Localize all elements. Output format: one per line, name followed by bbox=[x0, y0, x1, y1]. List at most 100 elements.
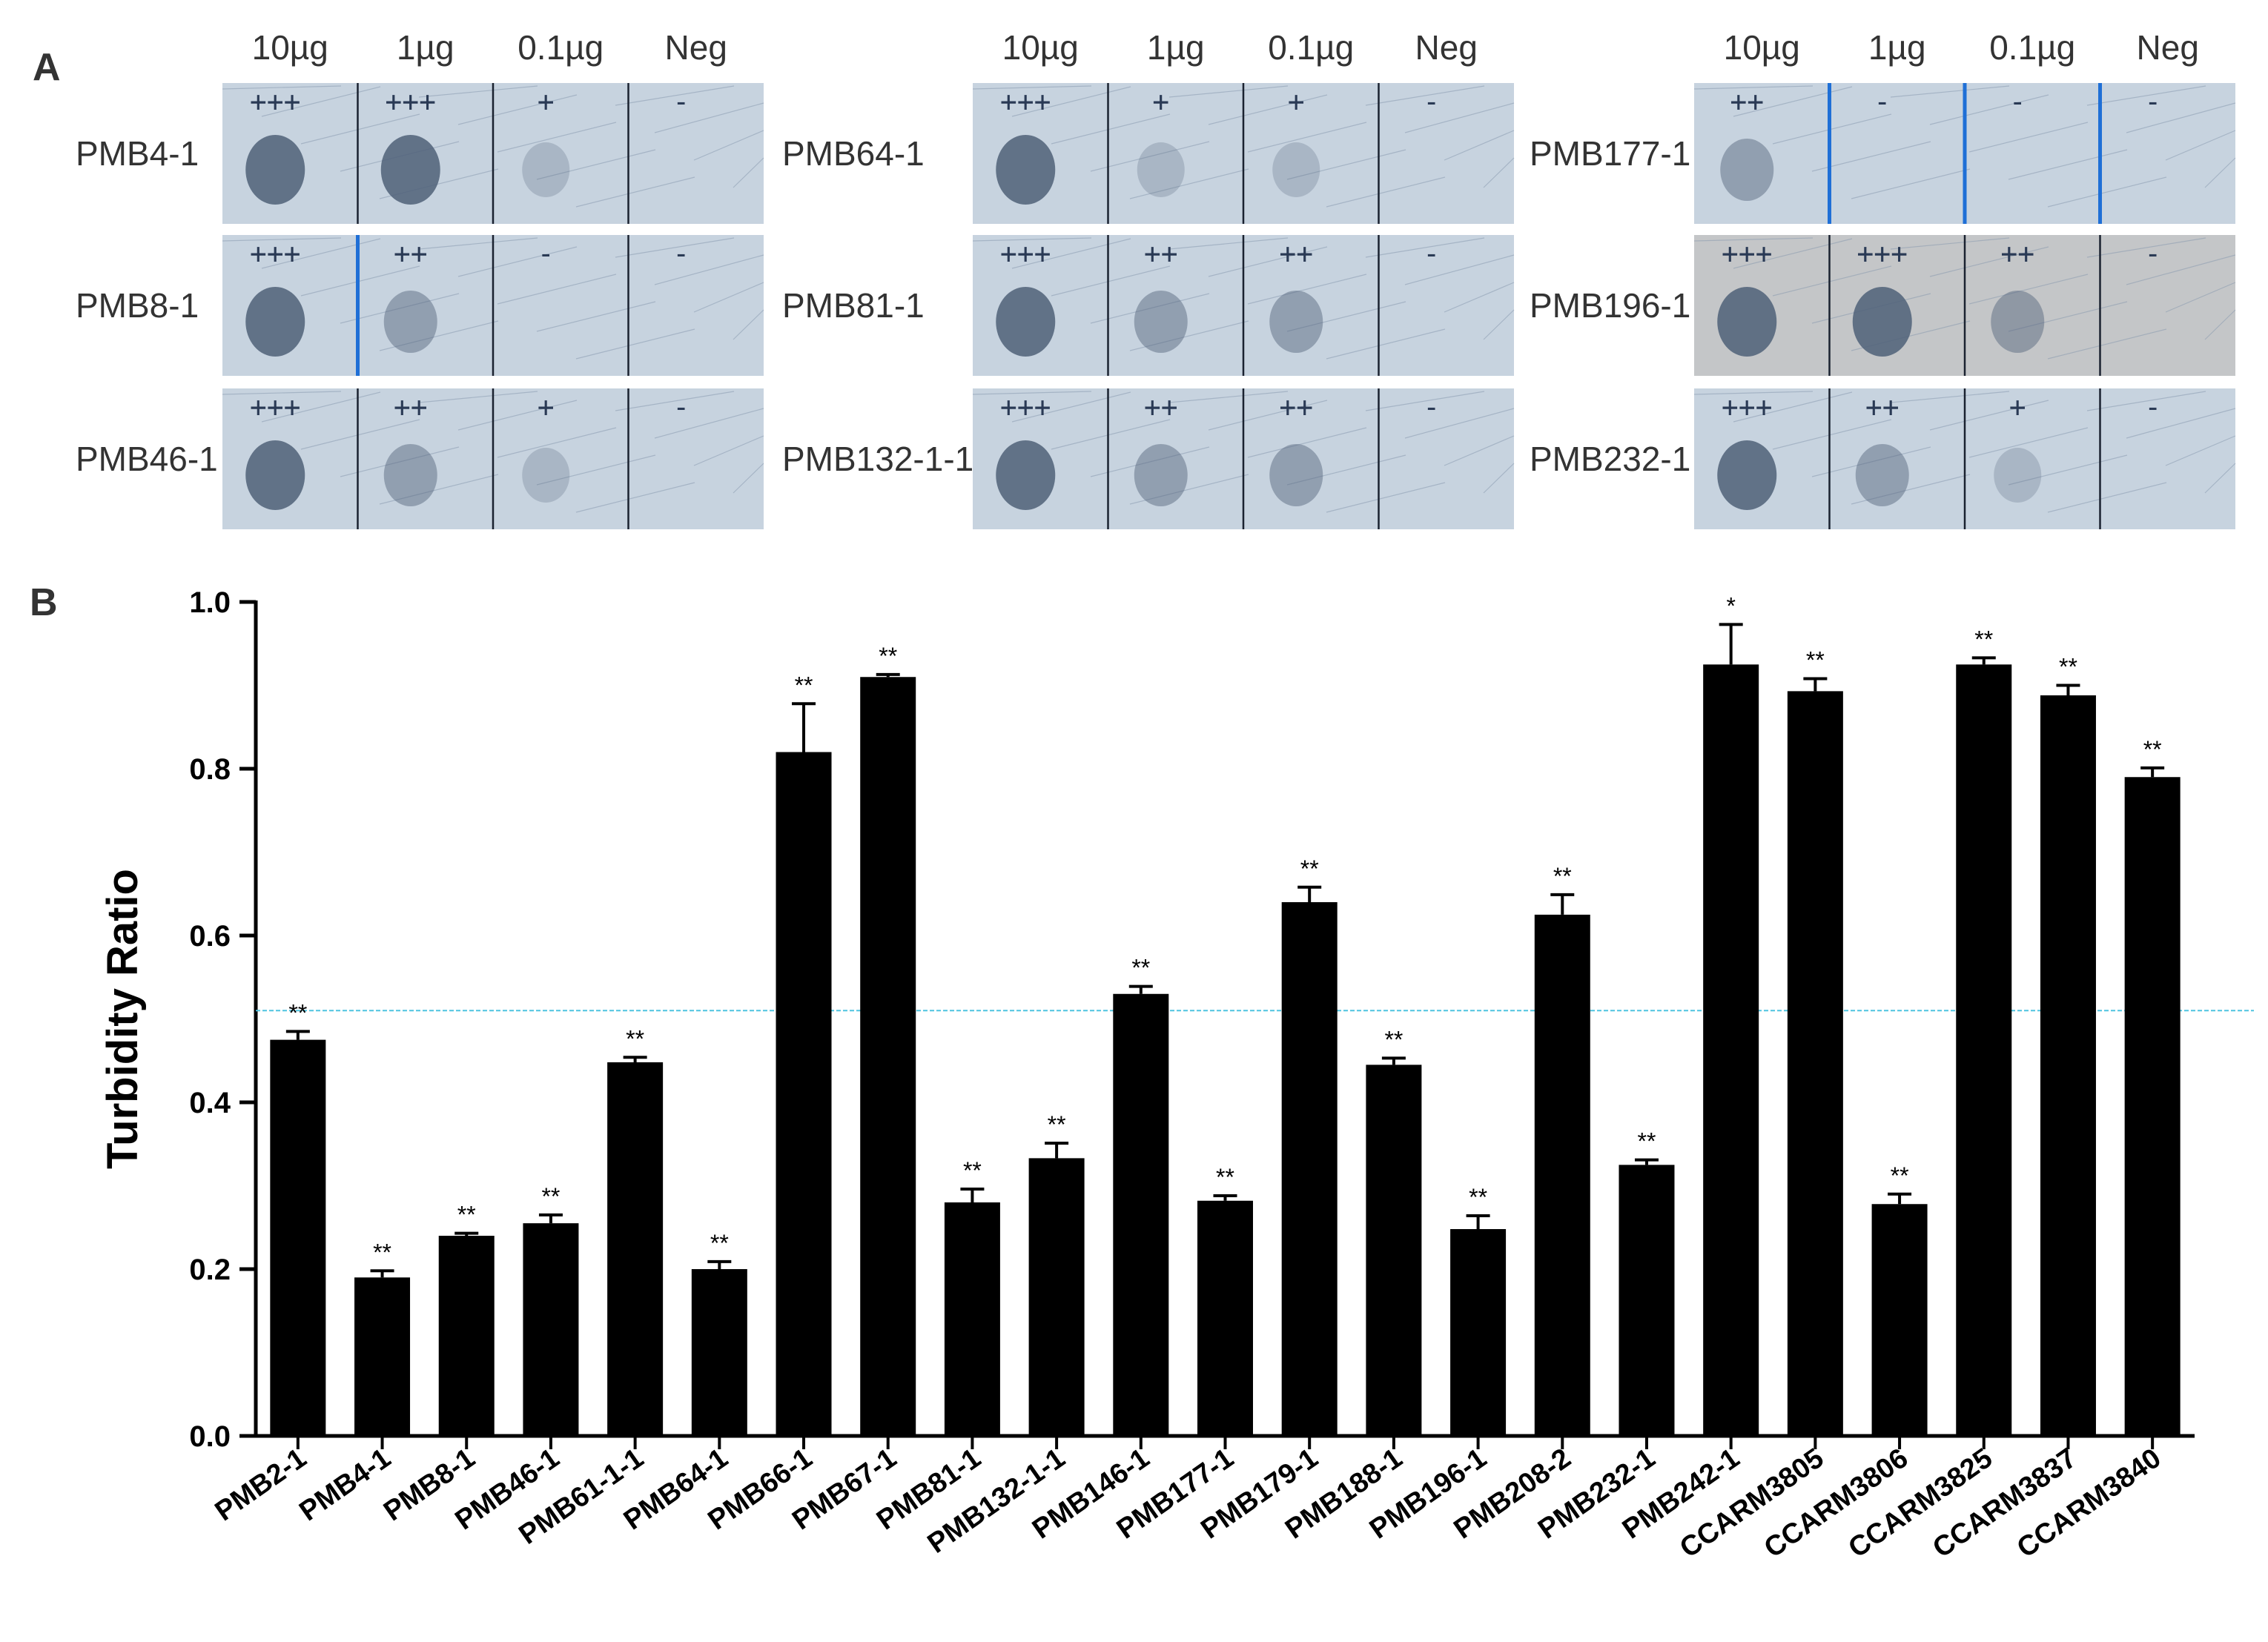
streak-line bbox=[1733, 391, 1853, 423]
lysis-score: +++ bbox=[250, 237, 301, 270]
streak-line bbox=[418, 237, 538, 250]
streak-line bbox=[1011, 391, 1131, 423]
lysis-score: + bbox=[1152, 85, 1169, 118]
streak-line bbox=[1483, 157, 1515, 188]
streak-line bbox=[575, 328, 695, 360]
streak-line bbox=[1129, 474, 1249, 505]
significance-label: ** bbox=[541, 1183, 560, 1210]
streak-line bbox=[2008, 301, 2128, 332]
lysis-score: +++ bbox=[1857, 237, 1908, 270]
lysis-score: +++ bbox=[250, 391, 301, 423]
streak-line bbox=[2204, 463, 2236, 494]
streak-line bbox=[1890, 391, 2010, 403]
streak-line bbox=[654, 408, 764, 439]
lysis-score: ++ bbox=[1279, 237, 1313, 270]
streak-line bbox=[1929, 94, 2049, 125]
lysis-spot bbox=[1855, 444, 1909, 506]
streak-line bbox=[1011, 238, 1131, 269]
bar bbox=[1956, 664, 2012, 1436]
streak-line bbox=[1483, 463, 1515, 494]
y-tick-label: 0.0 bbox=[189, 1420, 231, 1453]
streak-line bbox=[536, 149, 656, 180]
streak-line bbox=[654, 254, 764, 285]
streak-line bbox=[2204, 157, 2236, 188]
lysis-score: - bbox=[672, 237, 690, 270]
streak-line bbox=[1968, 122, 2089, 153]
bar bbox=[860, 677, 916, 1436]
streak-line bbox=[1286, 454, 1406, 486]
streak-line bbox=[575, 176, 695, 208]
streak-line bbox=[536, 454, 656, 486]
streak-line bbox=[1851, 168, 1971, 199]
y-axis-title: Turbidity Ratio bbox=[99, 869, 147, 1169]
bar bbox=[1113, 993, 1169, 1436]
streak-line bbox=[972, 85, 1092, 90]
streak-line bbox=[1090, 293, 1210, 324]
lysis-spot bbox=[996, 135, 1056, 205]
streak-line bbox=[1968, 274, 2089, 305]
streak-line bbox=[1129, 168, 1249, 199]
significance-label: ** bbox=[879, 643, 897, 669]
streak-line bbox=[2126, 254, 2236, 285]
streak-line bbox=[1168, 237, 1289, 250]
bar bbox=[1197, 1200, 1253, 1436]
lysis-score: ++ bbox=[2000, 237, 2034, 270]
streak-line bbox=[340, 446, 460, 477]
plate-row-pmb64-1: PMB64-1+++ + + - bbox=[782, 83, 1515, 224]
streak-line bbox=[1286, 301, 1406, 332]
panel-b-chart: 0.0 0.2 0.4 0.6 0.8 1.0 Turbidity Ratio ** PMB2-… bbox=[99, 586, 2254, 1564]
streak-line bbox=[1208, 400, 1328, 431]
streak-line bbox=[1365, 85, 1485, 106]
bar bbox=[354, 1277, 411, 1436]
streak-line bbox=[1168, 85, 1289, 98]
streak-line bbox=[1051, 265, 1171, 297]
streak-line bbox=[1483, 309, 1515, 340]
streak-line bbox=[1404, 408, 1515, 439]
lysis-spot bbox=[1717, 440, 1777, 510]
streak-line bbox=[1011, 86, 1131, 117]
streak-line bbox=[300, 419, 420, 450]
streak-line bbox=[615, 85, 735, 106]
streak-line bbox=[2008, 149, 2128, 180]
lysis-score: +++ bbox=[250, 85, 301, 118]
streak-line bbox=[2047, 328, 2167, 360]
lysis-spot bbox=[1137, 142, 1185, 197]
streak-line bbox=[1890, 237, 2010, 250]
y-tick-label: 0.4 bbox=[189, 1087, 231, 1119]
streak-line bbox=[693, 435, 764, 466]
lysis-spot bbox=[1272, 142, 1320, 197]
strain-label: PMB46-1 bbox=[76, 440, 218, 478]
streak-line bbox=[693, 282, 764, 313]
lysis-score: + bbox=[538, 85, 555, 118]
streak-line bbox=[2126, 102, 2236, 133]
bar bbox=[270, 1039, 326, 1436]
bar bbox=[691, 1269, 747, 1436]
streak-line bbox=[1772, 113, 1892, 145]
streak-line bbox=[1326, 482, 1446, 513]
significance-label: ** bbox=[963, 1157, 982, 1184]
lysis-spot bbox=[245, 440, 305, 510]
lysis-score: - bbox=[1423, 85, 1440, 118]
significance-label: ** bbox=[1891, 1162, 1909, 1189]
streak-line bbox=[1404, 254, 1515, 285]
streak-line bbox=[340, 293, 460, 324]
bar bbox=[776, 752, 832, 1436]
streak-line bbox=[2047, 176, 2167, 208]
significance-label: ** bbox=[795, 672, 813, 698]
concentration-label-0-1-g: 0.1µg bbox=[518, 28, 604, 67]
strain-label: PMB196-1 bbox=[1530, 286, 1690, 325]
streak-line bbox=[457, 400, 578, 431]
lysis-score: - bbox=[1874, 85, 1891, 118]
streak-line bbox=[1929, 400, 2049, 431]
streak-line bbox=[733, 463, 764, 494]
lysis-score: - bbox=[672, 85, 690, 118]
streak-line bbox=[972, 391, 1092, 395]
streak-line bbox=[379, 320, 499, 351]
lysis-score: ++ bbox=[1144, 237, 1178, 270]
lysis-spot bbox=[1994, 448, 2042, 503]
streak-line bbox=[615, 391, 735, 411]
